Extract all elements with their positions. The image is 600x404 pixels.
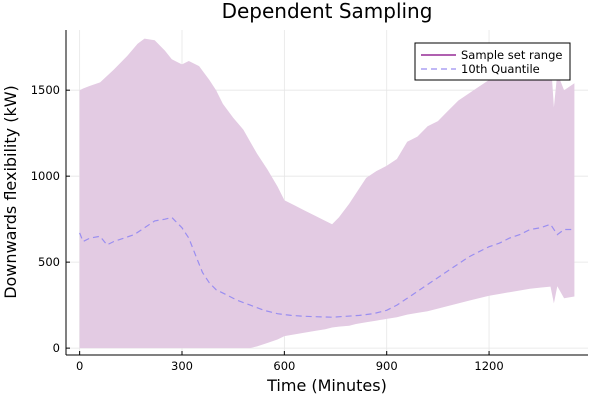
- x-tick-label: 300: [171, 359, 193, 373]
- y-ticks: 0 500 1000 1500: [31, 83, 70, 355]
- y-axis-label: Downwards flexibility (kW): [1, 85, 20, 299]
- quantile-line: [79, 216, 575, 318]
- legend-box: [414, 42, 571, 81]
- y-tick-label: 500: [38, 255, 60, 269]
- legend-label-10th-quantile: 10th Quantile: [461, 62, 540, 76]
- x-tick-label: 600: [273, 359, 295, 373]
- x-tick-label: 1200: [474, 359, 503, 373]
- legend: Sample set range 10th Quantile: [414, 42, 571, 81]
- x-axis-label: Time (Minutes): [266, 376, 387, 395]
- y-tick-label: 1000: [31, 169, 60, 183]
- x-tick-label: 900: [376, 359, 398, 373]
- legend-label-sample-set-range: Sample set range: [461, 48, 562, 62]
- chart-title: Dependent Sampling: [222, 0, 433, 23]
- sample-set-range-band: [79, 38, 575, 349]
- y-tick-label: 0: [53, 341, 60, 355]
- plot-area: [79, 38, 575, 349]
- x-ticks: 0 300 600 900 1200: [76, 351, 504, 373]
- y-tick-label: 1500: [31, 83, 60, 97]
- x-tick-label: 0: [76, 359, 83, 373]
